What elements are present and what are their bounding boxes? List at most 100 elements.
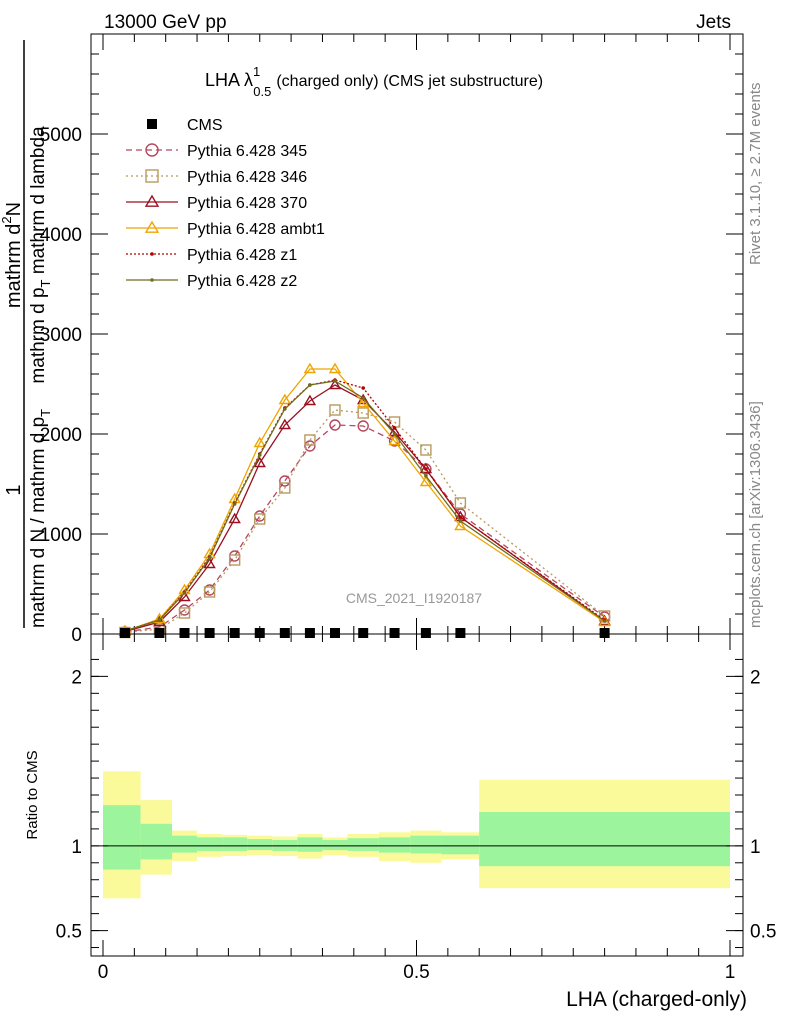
data-point [357,407,369,419]
legend-marker [144,220,160,233]
legend-marker [150,252,154,256]
data-point [455,628,466,638]
data-point [304,628,315,638]
data-point [203,557,216,569]
legend-label: Pythia 6.428 z1 [187,247,297,264]
y-tick-label: 2000 [40,425,82,446]
inner-band-bin [322,839,348,851]
data-point [329,419,341,431]
y-tick-label: 3000 [40,325,82,346]
legend-label: Pythia 6.428 ambt1 [187,221,325,238]
data-point [283,407,287,411]
data-point [303,394,317,406]
data-point [253,456,266,468]
data-point [419,462,433,474]
ratio-y-tick-label: 1 [71,837,82,858]
data-point [333,379,337,383]
data-point [257,453,262,457]
legend-entry: Pythia 6.428 z1 [126,247,297,264]
main-y-axis: 0 1000 2000 3000 4000 5000 [40,53,743,646]
data-point [424,467,428,471]
inner-band-bin [247,839,273,851]
data-point [154,628,165,638]
data-point [279,475,291,487]
data-point [388,416,401,428]
inner-band-bin [479,811,730,867]
y-tick-label: 4000 [40,225,82,246]
data-point [392,426,397,430]
data-point [157,618,162,622]
ratio-y-tick-label: 2 [71,667,82,688]
data-point [308,383,312,387]
series-cms [119,628,610,638]
data-point [458,515,463,519]
x-tick-label: 0.5 [403,962,429,983]
legend-entry: Pythia 6.428 ambt1 [126,220,325,238]
data-point [228,512,241,524]
ratio-axes: 0.5 0.5 1 1 2 2 0 0.5 1 [56,634,776,983]
ratio-bands [103,771,730,899]
data-point [602,619,607,623]
legend-marker [144,194,160,207]
legend-label: Pythia 6.428 346 [187,169,307,186]
data-point [420,628,431,638]
x-tick-label: 0 [98,962,109,983]
inner-band-bin [197,837,223,851]
data-point [329,404,341,416]
legend-marker [145,143,159,157]
data-point [278,418,292,430]
data-point [328,362,342,374]
data-point [228,550,241,562]
data-point [254,628,265,638]
data-point [304,440,316,452]
plot-title: LHA λ1 0.5(charged only) (CMS jet substru… [205,64,543,99]
data-point [329,628,340,638]
data-point [179,628,190,638]
data-point [207,556,212,560]
data-point [458,519,463,523]
ratio-y-label: Ratio to CMS [24,750,41,839]
series-line [124,380,605,632]
data-point [424,474,428,478]
ratio-y-tick-label-right: 0.5 [750,922,776,943]
mcplots-label: mcplots.cern.ch [arXiv:1306.3436] [747,401,764,628]
data-point [328,378,342,390]
data-point [182,591,187,595]
ylabel-numerator: mathrm d2N [0,202,25,308]
data-point [253,436,266,448]
y-tick-label: 5000 [40,125,82,146]
inner-band-bin [103,805,141,870]
data-point [303,362,317,374]
data-point [598,615,611,627]
data-point [204,628,215,638]
inner-band-bin [140,823,172,860]
ylabel-denominator: mathrm d pT mathrm d lambda [28,126,53,384]
legend-entry: Pythia 6.428 370 [126,194,307,212]
legend-label: CMS [187,117,223,134]
series-pythia-6-428-z2 [123,379,607,633]
ylabel-one: 1 [3,484,25,495]
series-line [124,368,605,632]
data-point [358,628,369,638]
watermark: CMS_2021_I1920187 [346,590,482,606]
data-point [228,554,241,566]
data-point [232,502,237,506]
ylabel-left-bottom: mathrm d N / mathrm d pT [28,409,53,628]
inner-band-bin [378,837,411,853]
y-tick-label: 0 [71,625,82,646]
data-point [279,482,291,494]
rivet-label: Rivet 3.1.10, ≥ 2.7M events [747,83,764,266]
header-energy: 13000 GeV pp [104,12,227,33]
data-point [419,475,433,487]
data-point [254,513,266,525]
data-point [420,444,432,456]
x-axis-label: LHA (charged-only) [566,988,747,1011]
legend-marker [150,278,154,282]
main-y-label: 1 mathrm d2N mathrm d pT mathrm d lambda… [0,40,53,628]
legend-entry: Pythia 6.428 345 [126,143,307,160]
legend-marker [147,119,157,129]
data-point [392,432,397,436]
data-point [599,628,610,638]
legend-entry: CMS [147,117,223,134]
data-point [454,519,467,531]
